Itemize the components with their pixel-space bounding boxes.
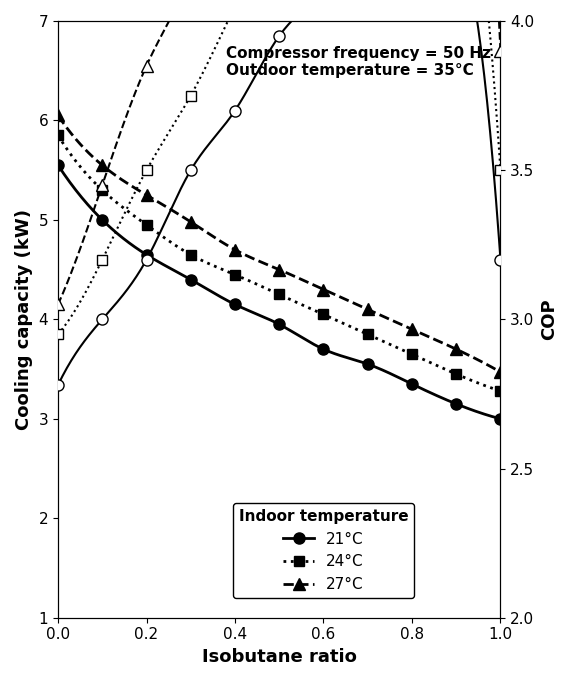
Text: Compressor frequency = 50 Hz
Outdoor temperature = 35°C: Compressor frequency = 50 Hz Outdoor tem…: [226, 46, 491, 78]
Y-axis label: Cooling capacity (kW): Cooling capacity (kW): [15, 209, 33, 430]
Y-axis label: COP: COP: [540, 298, 558, 340]
Legend: 21°C, 24°C, 27°C: 21°C, 24°C, 27°C: [233, 503, 414, 598]
X-axis label: Isobutane ratio: Isobutane ratio: [202, 648, 356, 666]
